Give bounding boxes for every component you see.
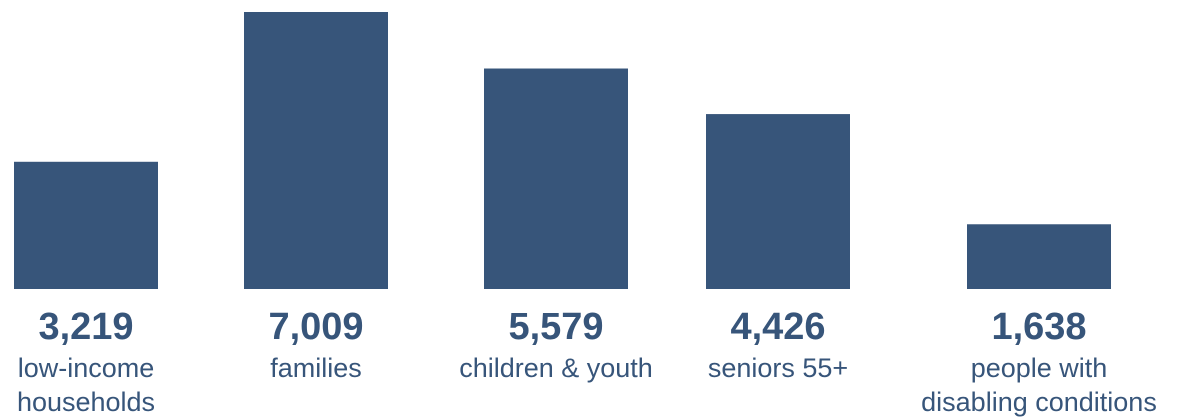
category-label-people-with-disabling-conditions-line-2: disabling conditions xyxy=(921,387,1157,417)
bar-people-with-disabling-conditions xyxy=(967,224,1111,289)
category-label-low-income-households-line-1: low-income xyxy=(18,353,155,383)
bar-seniors-55 xyxy=(706,114,850,289)
labels-group: 3,219 low-income households 7,009 families 5,… xyxy=(17,306,1157,417)
value-label-families: 7,009 xyxy=(268,306,363,348)
bar-families xyxy=(244,12,388,289)
value-label-people-with-disabling-conditions: 1,638 xyxy=(991,306,1086,348)
category-label-families: families xyxy=(270,353,362,383)
bar-low-income-households xyxy=(14,161,158,289)
bar-children-youth xyxy=(484,68,628,289)
value-label-seniors-55: 4,426 xyxy=(730,306,825,348)
category-label-children-youth: children & youth xyxy=(459,353,653,383)
category-label-low-income-households-line-2: households xyxy=(17,387,155,417)
category-label-seniors-55: seniors 55+ xyxy=(708,353,848,383)
category-label-people-with-disabling-conditions-line-1: people with xyxy=(971,353,1108,383)
bars-group xyxy=(14,12,1111,289)
value-label-children-youth: 5,579 xyxy=(508,306,603,348)
value-label-low-income-households: 3,219 xyxy=(38,306,133,348)
